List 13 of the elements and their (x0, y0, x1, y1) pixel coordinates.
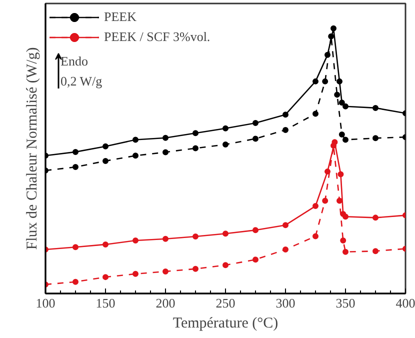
y-axis-title: Flux de Chaleur Normalisé (W/g) (24, 47, 40, 250)
annotation: Endo (60, 54, 88, 68)
x-tick-label: 300 (276, 296, 296, 310)
x-tick-label: 250 (216, 296, 236, 310)
x-tick-label: 400 (396, 296, 415, 310)
x-tick-label: 200 (156, 296, 176, 310)
x-axis-title: Température (°C) (172, 316, 278, 332)
x-tick-label: 150 (96, 296, 116, 310)
legend-label: PEEK / SCF 3%vol. (104, 29, 210, 45)
x-tick-label: 350 (336, 296, 356, 310)
annotation: 0,2 W/g (60, 74, 103, 88)
legend-label: PEEK (104, 9, 136, 25)
x-tick-label: 100 (36, 296, 56, 310)
